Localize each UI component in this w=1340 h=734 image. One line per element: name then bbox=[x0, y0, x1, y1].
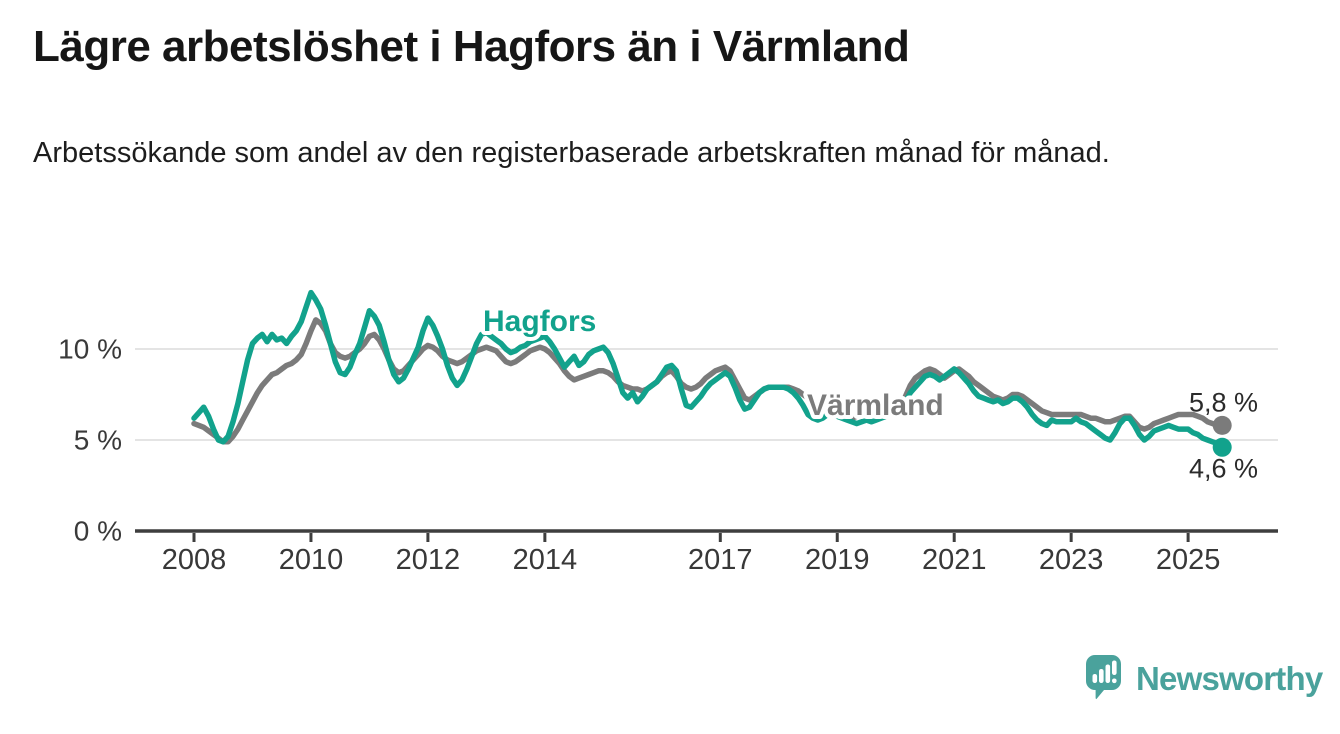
logo-exclamation-bar bbox=[1112, 660, 1117, 675]
chart-subtitle: Arbetssökande som andel av den registerb… bbox=[33, 137, 1110, 169]
newsworthy-logo-text: Newsworthy bbox=[1136, 660, 1323, 697]
x-axis-label-2023: 2023 bbox=[1039, 544, 1104, 576]
series-label-varmland: Värmland bbox=[807, 389, 944, 422]
series-group bbox=[191, 289, 1225, 451]
x-axis-label-2008: 2008 bbox=[162, 544, 227, 576]
x-axis-label-2025: 2025 bbox=[1156, 544, 1221, 576]
gridlines-group: 0 % 5 % 10 % bbox=[58, 334, 1278, 547]
x-axis-label-2012: 2012 bbox=[396, 544, 461, 576]
logo-bar-3 bbox=[1105, 664, 1111, 683]
newsworthy-logo: Newsworthy bbox=[1085, 654, 1323, 704]
series-line-hagfors bbox=[191, 289, 1225, 451]
x-axis-label-2017: 2017 bbox=[688, 544, 753, 576]
series-label-hagfors: Hagfors bbox=[483, 305, 596, 338]
x-axis-label-2014: 2014 bbox=[513, 544, 578, 576]
labels-group: Värmland 5,8 % Hagfors 4,6 % bbox=[479, 301, 1258, 483]
newsworthy-logo-icon bbox=[1086, 655, 1121, 700]
logo-exclamation-dot bbox=[1112, 678, 1117, 684]
y-axis-label-5: 5 % bbox=[74, 425, 122, 456]
x-axis-label-2019: 2019 bbox=[805, 544, 870, 576]
x-axis-label-2010: 2010 bbox=[279, 544, 344, 576]
series-line-varmland bbox=[191, 317, 1225, 445]
logo-bar-2 bbox=[1099, 669, 1104, 683]
y-axis-label-10: 10 % bbox=[58, 334, 122, 365]
series-end-value-hagfors: 4,6 % bbox=[1189, 453, 1258, 483]
series-end-value-varmland: 5,8 % bbox=[1189, 387, 1258, 417]
chart-title: Lägre arbetslöshet i Hagfors än i Värmla… bbox=[33, 22, 910, 71]
logo-bar-1 bbox=[1092, 674, 1098, 683]
series-endpoint-dot-hagfors bbox=[1212, 437, 1232, 457]
axis-group: 2008 2010 2012 2014 2017 2019 2021 2023 2025 bbox=[135, 529, 1278, 576]
y-axis-label-0: 0 % bbox=[74, 516, 122, 547]
x-axis-label-2021: 2021 bbox=[922, 544, 987, 576]
series-endpoint-dot-varmland bbox=[1212, 415, 1232, 435]
